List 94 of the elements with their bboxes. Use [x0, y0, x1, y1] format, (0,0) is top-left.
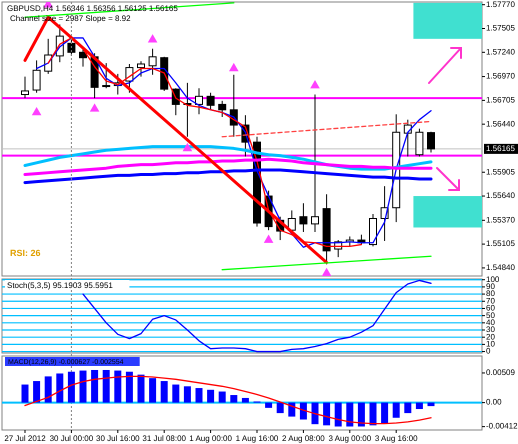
point	[148, 34, 158, 43]
bar	[68, 372, 75, 403]
bar	[207, 390, 214, 403]
y-tick-label: 1.54840	[486, 263, 516, 272]
y-tick-label: 1.56970	[486, 72, 516, 81]
candlestick	[148, 48, 157, 76]
y-tick-label: 10	[486, 339, 496, 348]
bar	[33, 381, 40, 403]
y-tick-label: 40	[486, 318, 496, 327]
y-tick-label: 100	[486, 274, 500, 284]
x-tick-label: 27 Jul 2012	[4, 434, 46, 443]
candlestick	[21, 76, 29, 99]
bar	[80, 370, 86, 403]
y-tick-label: 60	[486, 304, 496, 313]
bar	[334, 402, 342, 427]
bar	[56, 373, 64, 403]
bar	[138, 374, 144, 403]
y-tick-label: 1.56705	[486, 95, 516, 104]
bar	[300, 402, 307, 420]
bar	[44, 376, 52, 403]
y-tick-label: 1.56440	[486, 119, 516, 128]
x-tick-label: 1 Aug 16:00	[236, 434, 279, 443]
bar	[218, 392, 226, 403]
bar	[230, 395, 238, 403]
candlestick	[206, 92, 215, 110]
y-tick-label: 1.57505	[486, 24, 516, 33]
bar	[358, 402, 365, 427]
bar	[288, 402, 296, 417]
y-tick-label: 50	[486, 310, 496, 320]
candlestick	[311, 94, 319, 232]
bar	[404, 402, 412, 414]
x-tick-label: 30 Jul 16:00	[96, 434, 140, 443]
point	[264, 234, 274, 243]
y-tick-label: 1.55905	[486, 167, 516, 176]
y-tick-label: 1.57770	[486, 0, 516, 9]
bar	[323, 402, 330, 426]
bar	[172, 384, 180, 403]
ref-line-label: 1.56165	[486, 144, 516, 153]
bar	[428, 402, 434, 406]
bar	[312, 402, 318, 424]
candlestick	[299, 202, 308, 232]
candlestick	[415, 128, 424, 158]
y-tick-label: 90	[486, 282, 496, 292]
y-tick-label: 0.00509	[486, 368, 516, 378]
bar	[160, 381, 168, 403]
y-tick-label: 1.57240	[486, 47, 516, 56]
point	[310, 80, 320, 88]
point	[32, 106, 42, 116]
y-tick-label: 70	[486, 296, 496, 306]
bar	[126, 372, 133, 403]
y-tick-label: 0	[486, 346, 491, 356]
point	[322, 268, 332, 276]
y-tick-label: 1.55640	[486, 191, 516, 200]
point	[90, 103, 100, 112]
line-series	[82, 280, 432, 352]
candlestick	[102, 62, 110, 89]
line-series	[24, 376, 432, 424]
bar	[242, 398, 249, 403]
x-tick-label: 1 Aug 00:00	[189, 434, 232, 443]
x-tick-label: 3 Aug 00:00	[328, 434, 372, 443]
bar	[22, 384, 28, 403]
candlestick	[218, 100, 226, 118]
y-tick-label: 30	[486, 325, 496, 334]
point	[228, 62, 239, 72]
bar	[346, 402, 354, 427]
x-tick-label: 31 Jul 08:00	[142, 434, 187, 443]
bar	[184, 386, 191, 403]
bar	[265, 402, 272, 408]
x-tick-label: 30 Jul 00:00	[50, 434, 94, 443]
point	[182, 142, 192, 152]
candlestick	[137, 60, 145, 78]
y-tick-label: -0.00412	[486, 422, 518, 431]
bar	[381, 402, 388, 424]
annotation: RSI: 26	[10, 248, 41, 258]
bar	[276, 402, 284, 414]
y-tick-label: 1.55370	[486, 215, 516, 224]
bar	[196, 388, 202, 403]
candlestick	[32, 60, 41, 94]
x-tick-label: 2 Aug 08:00	[282, 434, 326, 443]
bar	[114, 370, 122, 403]
bar	[416, 402, 423, 410]
bar	[370, 402, 376, 426]
y-tick-label: 80	[486, 289, 496, 298]
bar	[102, 370, 110, 403]
bar	[392, 402, 400, 418]
chart-title: Stoch(5,3,5) 95.1903 95.5951	[7, 281, 114, 290]
candlestick	[427, 131, 435, 153]
y-tick-label: 1.55105	[486, 239, 516, 248]
y-tick-label: 0.00	[486, 398, 502, 407]
bar	[149, 378, 156, 403]
bar	[91, 370, 98, 403]
y-tick-label: 20	[486, 332, 496, 342]
x-tick-label: 3 Aug 16:00	[374, 434, 418, 443]
candlestick	[195, 88, 203, 115]
